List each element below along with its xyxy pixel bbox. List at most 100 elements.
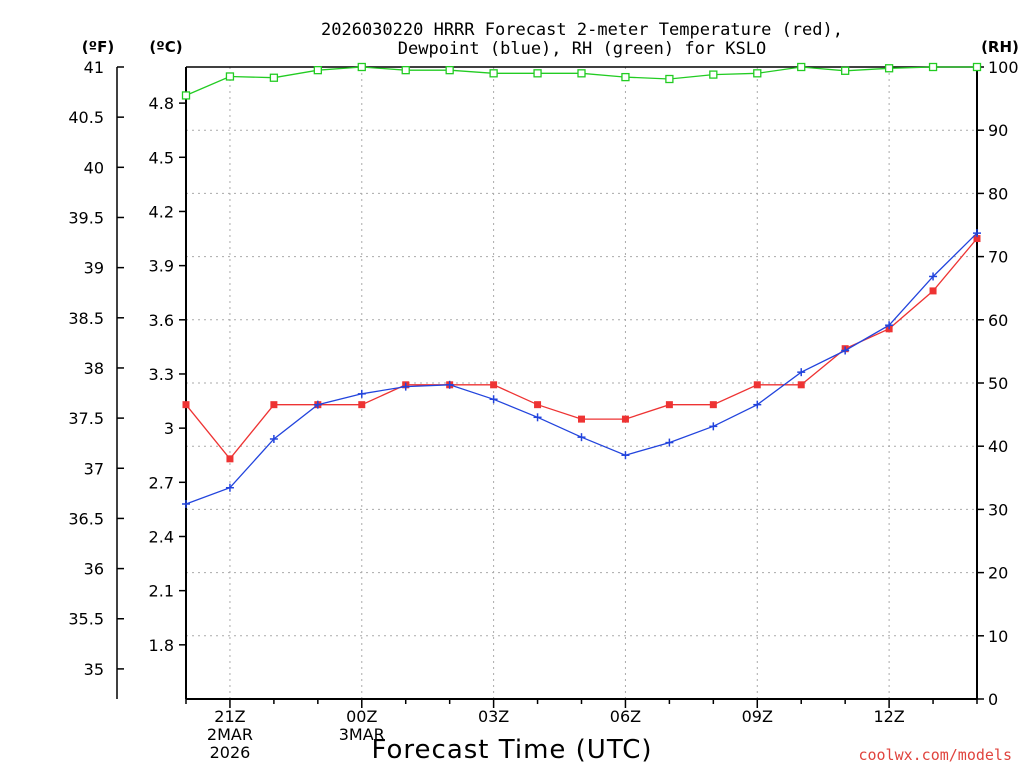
- dewpoint-point: [709, 422, 718, 431]
- temperature-point: [270, 401, 278, 409]
- rh-tick-label: 0: [988, 690, 998, 709]
- temperature-point: [753, 381, 761, 389]
- temperature-point: [797, 381, 805, 389]
- dewpoint-point: [797, 368, 806, 377]
- dewpoint-point: [577, 433, 586, 442]
- rh-tick-label: 70: [988, 248, 1008, 267]
- x-axis-label: Forecast Time (UTC): [371, 735, 652, 765]
- celsius-tick-label: 3.3: [149, 365, 174, 384]
- dewpoint-point: [753, 400, 762, 409]
- series-rh: [181, 62, 982, 100]
- rh-point: [181, 91, 191, 100]
- data-series: [181, 62, 982, 508]
- fahrenheit-tick-label: 35.5: [68, 610, 104, 629]
- rh-point: [401, 66, 410, 75]
- dewpoint-point: [401, 382, 410, 391]
- dewpoint-point: [269, 434, 278, 443]
- temperature-point: [709, 401, 717, 409]
- fahrenheit-tick-label: 38: [84, 359, 104, 378]
- fahrenheit-tick-label: 36: [84, 560, 104, 579]
- rh-tick-label: 100: [988, 58, 1019, 77]
- temperature-point: [621, 415, 629, 423]
- fahrenheit-tick-label: 39: [84, 259, 104, 278]
- dewpoint-point: [841, 346, 850, 355]
- rh-unit-label: (RH): [981, 38, 1019, 56]
- x-tick-label: 03Z: [478, 707, 509, 726]
- fahrenheit-tick-label: 37.5: [68, 409, 104, 428]
- x-tick-label: 2026: [210, 743, 251, 762]
- temperature-point: [358, 401, 366, 409]
- fahrenheit-tick-label: 40.5: [68, 108, 104, 127]
- series-temperature: [182, 235, 981, 463]
- chart-title-line1: 2026030220 HRRR Forecast 2-meter Tempera…: [321, 20, 843, 40]
- rh-point: [753, 69, 762, 78]
- x-tick-label: 00Z: [346, 707, 377, 726]
- fahrenheit-tick-label: 38.5: [68, 309, 104, 328]
- dewpoint-point: [665, 438, 674, 447]
- chart-title-line2: Dewpoint (blue), RH (green) for KSLO: [398, 39, 766, 59]
- temperature-point: [226, 455, 234, 463]
- rh-point: [313, 66, 322, 75]
- temperature-point: [929, 287, 937, 295]
- dewpoint-point: [621, 451, 630, 460]
- x-tick-label: 21Z: [214, 707, 245, 726]
- x-tick-label: 06Z: [610, 707, 641, 726]
- celsius-tick-label: 3.6: [149, 311, 174, 330]
- celsius-tick-label: 1.8: [149, 636, 174, 655]
- dewpoint-point: [885, 321, 894, 330]
- rh-point: [225, 72, 235, 81]
- dewpoint-point: [973, 229, 981, 238]
- rh-tick-label: 90: [988, 121, 1008, 140]
- dewpoint-point: [929, 272, 938, 281]
- temperature-line: [185, 238, 978, 460]
- rh-tick-label: 20: [988, 564, 1008, 583]
- fahrenheit-unit-label: (ºF): [82, 38, 114, 56]
- celsius-tick-label: 4.8: [149, 94, 174, 113]
- rh-point: [445, 66, 454, 75]
- rh-point: [269, 73, 279, 82]
- temperature-point: [490, 381, 498, 389]
- rh-point: [533, 69, 542, 78]
- dewpoint-point: [225, 483, 234, 492]
- celsius-tick-label: 4.2: [149, 202, 174, 221]
- axes: 35 35.5 36 36.5 37 37.5 38 38.5 39 39.5 40 40.5 41 1.…: [68, 58, 1018, 762]
- celsius-tick-label: 2.4: [149, 527, 174, 546]
- fahrenheit-tick-label: 37: [84, 459, 104, 478]
- rh-tick-label: 10: [988, 627, 1008, 646]
- rh-point: [797, 62, 806, 72]
- rh-tick-label: 80: [988, 184, 1008, 203]
- celsius-unit-label: (ºC): [149, 38, 182, 56]
- fahrenheit-tick-label: 39.5: [68, 208, 104, 227]
- dewpoint-point: [533, 413, 542, 422]
- temperature-point: [534, 401, 542, 409]
- rh-point: [884, 64, 894, 73]
- rh-point: [972, 62, 982, 72]
- rh-tick-label: 30: [988, 500, 1008, 519]
- dewpoint-point: [489, 395, 498, 404]
- celsius-tick-label: 3.9: [149, 257, 174, 276]
- rh-tick-label: 60: [988, 311, 1008, 330]
- dewpoint-point: [182, 499, 190, 508]
- fahrenheit-tick-label: 36.5: [68, 509, 104, 528]
- celsius-tick-label: 2.7: [149, 473, 174, 492]
- rh-tick-label: 50: [988, 374, 1008, 393]
- celsius-tick-label: 2.1: [149, 582, 174, 601]
- rh-point: [357, 62, 366, 72]
- rh-point: [621, 72, 630, 82]
- celsius-tick-label: 3: [164, 419, 174, 438]
- dewpoint-line: [185, 232, 978, 505]
- rh-point: [665, 74, 674, 84]
- gridlines: [186, 67, 977, 699]
- x-tick-label: 2MAR: [207, 725, 253, 744]
- fahrenheit-tick-label: 40: [84, 158, 104, 177]
- temperature-point: [578, 415, 585, 423]
- fahrenheit-tick-label: 41: [84, 58, 104, 77]
- series-dewpoint: [182, 229, 981, 508]
- celsius-tick-label: 4.5: [149, 148, 174, 167]
- credit-text: coolwx.com/models: [858, 746, 1012, 764]
- x-tick-label: 12Z: [873, 707, 904, 726]
- rh-point: [489, 69, 498, 78]
- dewpoint-point: [445, 380, 454, 389]
- fahrenheit-tick-label: 35: [84, 660, 104, 679]
